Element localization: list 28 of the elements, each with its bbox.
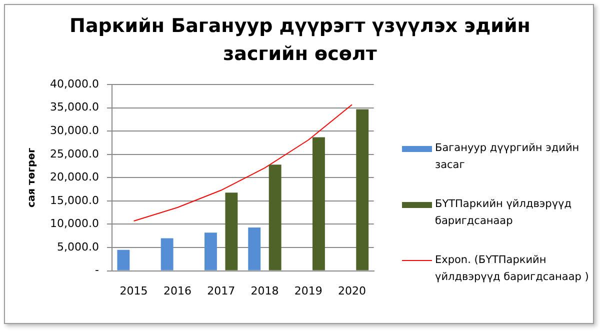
bar [356,109,369,270]
y-tick-label: 30,000.0 [50,124,99,138]
bar [225,192,238,270]
y-tick-label: 20,000.0 [50,170,99,184]
x-tick-label: 2019 [294,284,322,298]
legend-label: Expon. (БҮТПаркийн үйлдвэрүүд баригдсанаар ) [435,253,590,285]
y-tick-label: 15,000.0 [50,194,99,207]
x-tick-label: 2016 [163,284,192,298]
bar [117,250,130,270]
y-tick-label: 10,000.0 [50,217,99,230]
bar [204,232,217,270]
y-tick-label: - [95,264,99,277]
y-tick-label: 35,000.0 [50,100,99,114]
legend-label: БҮТПаркийн үйлдвэрүүд баригдсанаар [435,197,573,229]
y-tick-label: 25,000.0 [50,147,99,160]
y-tick-label: 40,000.0 [50,77,99,90]
bar [160,238,174,270]
x-tick-label: 2020 [338,284,366,298]
chart-title: Паркийн Багануур дүүрэгт үзүүлэх эдийн засгийн өсөлт [68,14,532,67]
bar [312,137,325,270]
x-tick-label: 2018 [250,284,279,298]
legend-label: Багануур дүүргийн эдийн засаг [435,141,580,173]
x-tick-label: 2015 [120,284,148,298]
y-axis-title: сая төгрөг [26,148,38,208]
bar [268,164,282,270]
bar [248,228,261,270]
x-tick-label: 2017 [207,284,236,298]
y-tick-label: 5,000.0 [56,240,99,254]
